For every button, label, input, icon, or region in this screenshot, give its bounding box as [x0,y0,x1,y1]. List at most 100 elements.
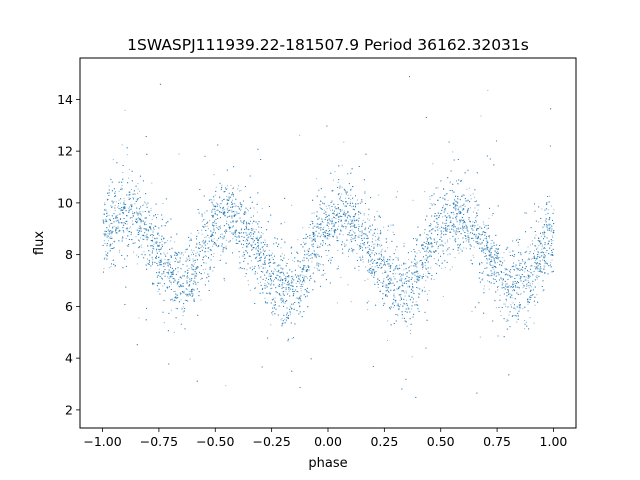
data-point [251,233,253,235]
data-point [186,276,188,278]
data-point [361,246,363,248]
data-point [478,233,479,234]
data-point [528,271,530,272]
data-point [467,236,469,238]
data-point [126,154,128,156]
data-point [264,280,266,282]
data-point [499,294,501,296]
data-point [192,293,194,295]
data-point [537,251,538,253]
data-point [522,283,524,285]
data-point [452,151,454,153]
data-point [538,221,540,223]
data-point [522,308,524,310]
data-point [352,251,354,253]
data-point [443,228,445,230]
data-point [201,233,203,235]
data-point [348,221,349,223]
data-point [124,109,126,111]
data-point [213,230,215,232]
data-point [331,218,333,220]
data-point [206,225,208,227]
data-point [531,295,533,296]
data-point [350,234,352,236]
data-point [362,261,364,263]
data-point [430,223,432,225]
data-point [162,300,164,302]
data-point [426,251,428,253]
data-point [456,220,458,222]
data-point [260,281,261,283]
data-point [378,239,380,241]
data-point [458,244,460,246]
data-point [388,291,390,293]
data-point [114,265,116,267]
data-point [532,257,534,259]
data-point [455,231,457,233]
data-point [204,212,206,214]
data-point [341,164,343,166]
data-point [537,270,539,272]
data-point [264,251,265,253]
data-point [460,205,462,207]
data-point [392,263,394,264]
data-point [304,281,306,283]
data-point [509,272,511,274]
data-point [474,207,476,209]
data-point [502,283,504,285]
data-point [233,195,234,197]
data-point [126,245,128,246]
data-point [151,256,153,258]
data-point [144,202,146,204]
data-point [387,247,388,249]
data-point [447,254,449,256]
data-point [429,198,431,200]
data-point [415,266,417,267]
data-point [338,225,340,227]
data-point [534,304,536,306]
data-point [251,266,253,268]
data-point [226,220,228,222]
data-point [236,213,238,215]
data-point [454,238,456,239]
data-point [192,273,194,275]
data-point [158,248,160,250]
data-point [347,215,349,217]
data-point [403,243,405,244]
data-point [460,206,462,208]
data-point [462,229,464,231]
data-point [316,178,318,180]
data-point [190,266,192,268]
data-point [161,240,163,242]
data-point [436,242,437,244]
data-point [284,302,286,304]
data-point [265,284,267,286]
data-point [449,269,451,271]
data-point [528,257,530,259]
data-point [433,279,435,280]
data-point [541,248,543,250]
data-point [381,250,383,252]
data-point [484,245,486,247]
data-point [352,231,354,233]
data-point [330,220,332,222]
data-point [126,223,128,225]
data-point [522,286,524,288]
data-point [238,267,240,269]
data-point [418,275,419,277]
data-point [350,301,352,303]
data-point [298,303,300,305]
data-point [284,283,286,285]
data-point [541,244,543,246]
data-point [317,269,319,271]
data-point [211,240,213,242]
data-point [154,238,156,240]
data-point [195,252,197,254]
data-point [234,205,236,207]
data-point [427,261,429,263]
data-point [465,247,467,249]
data-point [379,257,381,259]
data-point [370,270,372,272]
data-point [139,190,140,192]
data-point [308,227,310,228]
